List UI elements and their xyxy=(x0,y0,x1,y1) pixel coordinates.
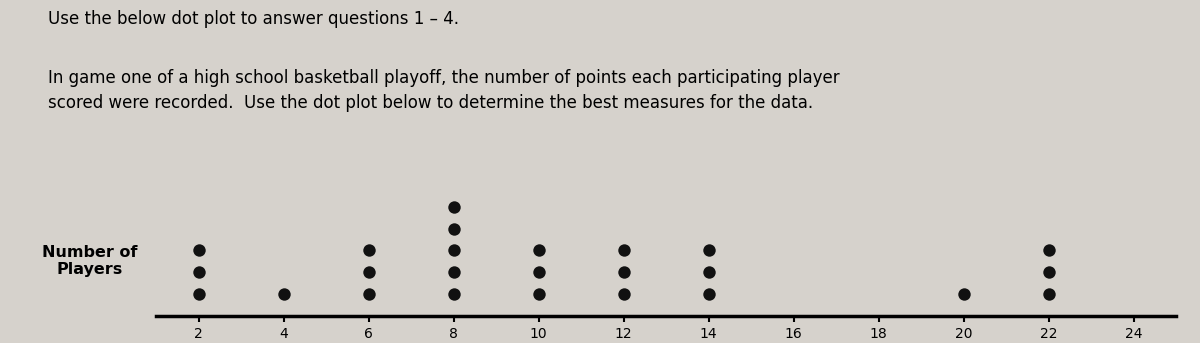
Point xyxy=(444,291,463,297)
Point xyxy=(698,248,718,253)
Point xyxy=(1039,291,1058,297)
Point xyxy=(274,291,293,297)
Point xyxy=(1039,269,1058,275)
Point xyxy=(529,269,548,275)
Point xyxy=(359,248,378,253)
Point xyxy=(529,291,548,297)
Point xyxy=(444,204,463,210)
Text: Use the below dot plot to answer questions 1 – 4.: Use the below dot plot to answer questio… xyxy=(48,10,458,28)
Point xyxy=(444,269,463,275)
Point xyxy=(614,291,634,297)
Point xyxy=(188,269,208,275)
Point xyxy=(614,248,634,253)
Text: In game one of a high school basketball playoff, the number of points each parti: In game one of a high school basketball … xyxy=(48,69,840,111)
Point xyxy=(359,291,378,297)
Point xyxy=(444,226,463,232)
Point xyxy=(614,269,634,275)
Point xyxy=(954,291,973,297)
Point xyxy=(188,248,208,253)
Point xyxy=(188,291,208,297)
Point xyxy=(698,269,718,275)
Text: Number of
Players: Number of Players xyxy=(42,245,138,277)
Point xyxy=(444,248,463,253)
Point xyxy=(529,248,548,253)
Point xyxy=(698,291,718,297)
Point xyxy=(1039,248,1058,253)
Point xyxy=(359,269,378,275)
